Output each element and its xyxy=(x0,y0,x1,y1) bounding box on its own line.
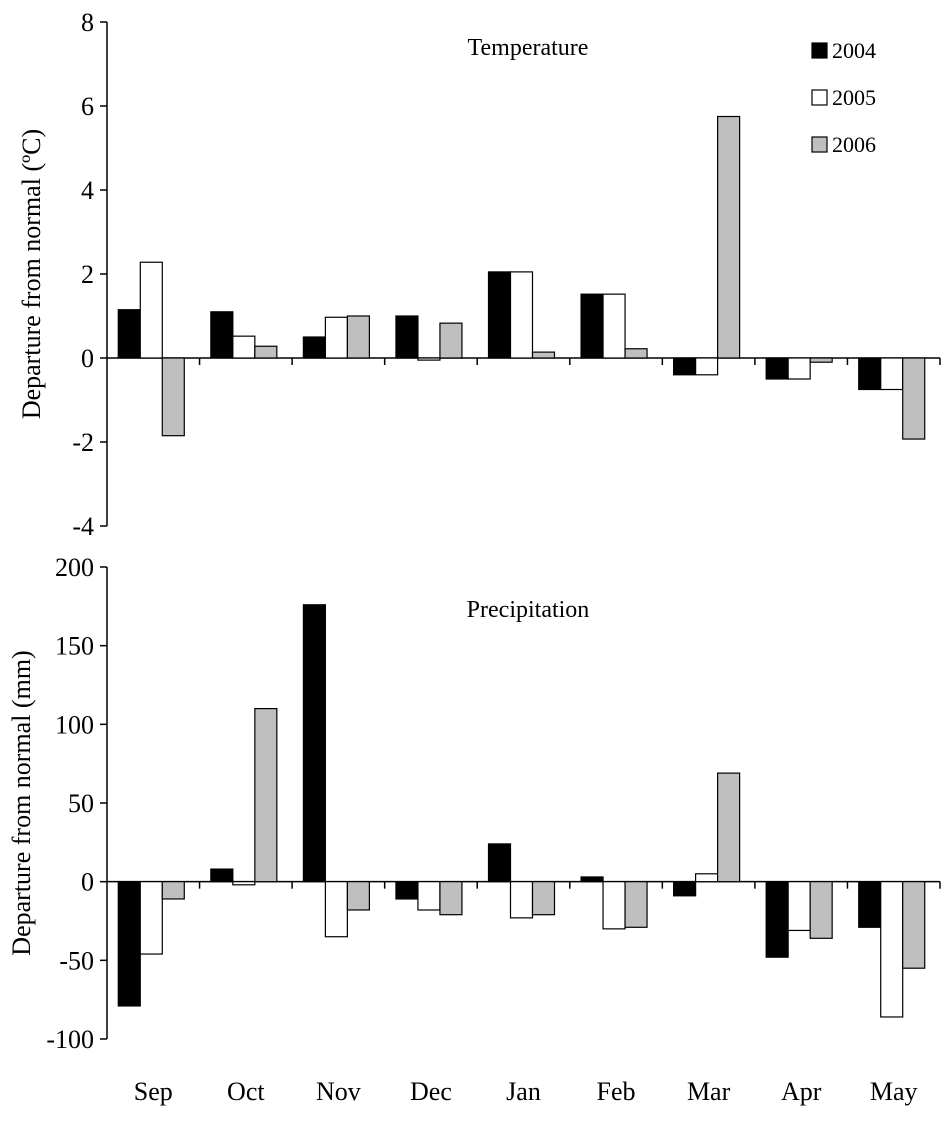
precipitation-y-tick-label: 0 xyxy=(81,868,94,897)
precipitation-y-tick-label: 200 xyxy=(55,553,94,582)
precipitation-bar-2004-dec xyxy=(395,881,419,900)
temperature-bar-2006-may xyxy=(902,357,926,440)
category-label-may: May xyxy=(870,1077,918,1106)
legend-label-2006: 2006 xyxy=(832,132,876,157)
precipitation-bar-2006-dec xyxy=(439,881,463,916)
legend-label-2004: 2004 xyxy=(832,38,876,63)
temperature-bar-2006-apr xyxy=(809,357,833,363)
precipitation-bar-2004-apr xyxy=(765,881,789,958)
precipitation-bar-2006-may xyxy=(902,881,926,969)
temperature-y-tick-label: 8 xyxy=(81,8,94,37)
category-label-oct: Oct xyxy=(227,1077,265,1106)
precipitation-y-tick-label: 150 xyxy=(55,632,94,661)
temperature-bar-2006-nov xyxy=(346,315,370,359)
precipitation-bar-2004-feb xyxy=(580,876,604,883)
precipitation-bar-2005-dec xyxy=(417,881,441,911)
temperature-bar-2005-dec xyxy=(417,357,441,361)
temperature-bar-2004-apr xyxy=(765,357,789,380)
category-label-feb: Feb xyxy=(597,1077,636,1106)
temperature-bar-2005-mar xyxy=(695,357,719,376)
category-label-apr: Apr xyxy=(781,1077,822,1106)
temperature-bar-2005-feb xyxy=(602,293,626,359)
temperature-bar-2004-sep xyxy=(117,309,141,359)
precipitation-bar-2005-sep xyxy=(139,881,163,955)
precipitation-y-tick-label: 50 xyxy=(68,789,94,818)
temperature-bar-2004-nov xyxy=(302,336,326,359)
temperature-bar-2004-feb xyxy=(580,293,604,359)
precipitation-bar-2006-oct xyxy=(254,707,278,883)
temperature-y-tick-label: 6 xyxy=(81,92,94,121)
temperature-bar-2004-oct xyxy=(210,311,234,359)
precipitation-bar-2005-nov xyxy=(324,881,348,938)
precipitation-bar-2004-sep xyxy=(117,881,141,1007)
temperature-bar-2006-feb xyxy=(624,348,648,359)
precipitation-bar-2006-sep xyxy=(161,881,185,900)
temperature-bar-2004-may xyxy=(858,357,882,391)
precipitation-bar-2005-feb xyxy=(602,881,626,930)
precipitation-bar-2005-mar xyxy=(695,873,719,883)
precipitation-bar-2005-apr xyxy=(787,881,811,932)
legend-swatch-2005 xyxy=(811,89,828,106)
precipitation-bar-2006-nov xyxy=(346,881,370,911)
precipitation-bar-2006-jan xyxy=(531,881,556,916)
temperature-bar-2006-mar xyxy=(717,115,741,359)
precipitation-title: Precipitation xyxy=(467,597,590,623)
temperature-bar-2004-mar xyxy=(673,357,697,376)
category-label-sep: Sep xyxy=(134,1077,173,1106)
temperature-bar-2004-dec xyxy=(395,315,419,359)
temperature-bar-2005-oct xyxy=(232,335,256,359)
category-label-mar: Mar xyxy=(687,1077,731,1106)
temperature-y-tick-label: -4 xyxy=(72,512,94,541)
legend-swatch-2006 xyxy=(811,136,828,153)
temperature-y-axis-title: Departure from normal (ºC) xyxy=(17,129,46,419)
temperature-y-tick-label: 0 xyxy=(81,344,94,373)
temperature-bar-2005-apr xyxy=(787,357,811,380)
precipitation-bar-2004-nov xyxy=(302,604,326,883)
category-label-nov: Nov xyxy=(316,1077,361,1106)
category-label-jan: Jan xyxy=(506,1077,541,1106)
temperature-bar-2006-jan xyxy=(531,351,556,359)
precipitation-bar-2004-jan xyxy=(487,843,512,883)
precipitation-y-tick-label: -100 xyxy=(46,1025,94,1054)
precipitation-bar-2004-oct xyxy=(210,868,234,883)
temperature-y-tick-label: -2 xyxy=(72,428,94,457)
precipitation-bar-2004-may xyxy=(858,881,882,928)
precipitation-y-tick-label: 100 xyxy=(55,710,94,739)
precipitation-bar-2006-apr xyxy=(809,881,833,939)
temperature-bar-2004-jan xyxy=(487,271,512,359)
precipitation-y-tick-label: -50 xyxy=(59,946,94,975)
category-label-dec: Dec xyxy=(410,1077,452,1106)
temperature-bar-2005-may xyxy=(880,357,904,391)
temperature-title: Temperature xyxy=(468,35,589,61)
temperature-bar-2005-jan xyxy=(509,271,534,359)
precipitation-bar-2006-feb xyxy=(624,881,648,928)
temperature-bar-2005-sep xyxy=(139,261,163,359)
precipitation-bar-2005-jan xyxy=(509,881,534,919)
precipitation-bar-2006-mar xyxy=(717,772,741,883)
precipitation-bar-2005-oct xyxy=(232,881,256,886)
temperature-y-tick-label: 4 xyxy=(81,176,94,205)
legend-label-2005: 2005 xyxy=(832,85,876,110)
precipitation-bar-2004-mar xyxy=(673,881,697,897)
temperature-bar-2006-oct xyxy=(254,345,278,359)
legend-swatch-2004 xyxy=(811,42,828,59)
temperature-bar-2006-dec xyxy=(439,322,463,359)
precipitation-bar-2005-may xyxy=(880,881,904,1018)
temperature-y-tick-label: 2 xyxy=(81,260,94,289)
temperature-bar-2006-sep xyxy=(161,357,185,437)
temperature-bar-2005-nov xyxy=(324,316,348,359)
precipitation-y-axis-title: Departure from normal (mm) xyxy=(7,650,36,955)
